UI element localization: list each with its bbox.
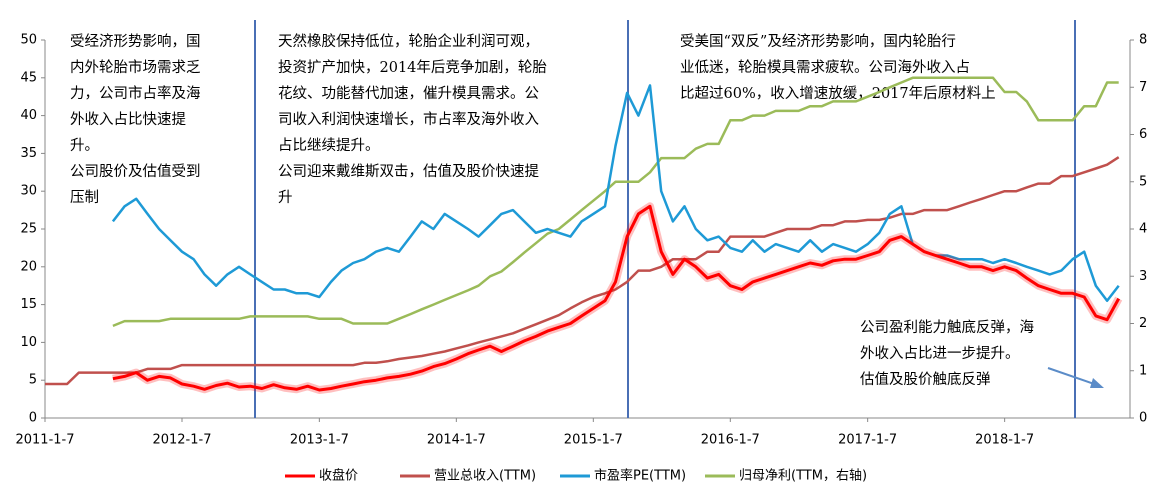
y-tick-label: 40 <box>20 108 37 123</box>
arrow <box>1047 367 1101 387</box>
x-tick-label: 2013-1-7 <box>290 433 349 448</box>
annotation: 受经济形势影响，国 <box>70 33 201 50</box>
y2-tick-label: 2 <box>1139 316 1147 331</box>
annotation: 比超过60%，收入增速放缓，2017年后原材料上 <box>680 85 996 102</box>
series-glow <box>112 202 1123 394</box>
y2-tick-label: 1 <box>1139 363 1147 378</box>
y-tick-label: 30 <box>20 184 37 199</box>
series-line <box>112 76 1119 328</box>
arrow-head <box>1090 378 1104 388</box>
annotation: 受美国“双反”及经济形势影响，国内轮胎行 <box>680 33 956 50</box>
legend-label: 营业总收入(TTM) <box>434 469 536 484</box>
legend-label: 市盈率PE(TTM) <box>594 468 686 484</box>
y2-tick-label: 5 <box>1139 174 1147 189</box>
annotation: 内外轮胎市场需求乏 <box>70 59 201 76</box>
annotation: 天然橡胶保持低位，轮胎企业利润可观， <box>278 32 539 50</box>
y2-tick-label: 3 <box>1139 269 1147 284</box>
y2-tick-label: 4 <box>1139 222 1147 237</box>
legend-label: 归母净利(TTM，右轴) <box>739 469 867 484</box>
annotation: 花纹、功能替代加速，催升模具需求。公 <box>278 85 539 102</box>
x-tick-label: 2016-1-7 <box>701 433 760 448</box>
annotation: 外收入占比快速提 <box>70 111 186 128</box>
y-tick-label: 35 <box>20 146 37 161</box>
legend-label: 收盘价 <box>319 468 358 484</box>
y-tick-label: 10 <box>20 335 37 350</box>
y-tick-label: 15 <box>20 297 37 312</box>
series-line <box>111 84 1120 303</box>
y2-tick-label: 6 <box>1139 127 1147 142</box>
annotation: 公司迎来戴维斯双击，估值及股价快速提 <box>278 163 539 180</box>
annotation: 力，公司市占率及海 <box>70 85 201 102</box>
y-tick-label: 50 <box>20 33 37 48</box>
annotation: 司收入利润快速增长，市占率及海外收入 <box>278 111 539 128</box>
y2-tick-label: 8 <box>1139 33 1147 48</box>
annotation: 外收入占比进一步提升。 <box>860 345 1020 362</box>
annotation: 公司股价及估值受到 <box>70 163 201 180</box>
y-tick-label: 45 <box>20 70 37 85</box>
x-tick-label: 2015-1-7 <box>564 433 623 448</box>
y-tick-label: 25 <box>20 222 37 237</box>
x-tick-label: 2012-1-7 <box>152 433 211 448</box>
annotation: 升 <box>278 189 293 206</box>
y-tick-label: 0 <box>29 411 37 426</box>
x-tick-label: 2017-1-7 <box>838 433 897 448</box>
annotation: 公司盈利能力触底反弹，海 <box>860 319 1034 336</box>
annotation: 估值及股价触底反弹 <box>860 371 991 388</box>
x-tick-label: 2018-1-7 <box>975 433 1034 448</box>
x-tick-label: 2011-1-7 <box>15 433 74 448</box>
y2-tick-label: 0 <box>1139 411 1147 426</box>
series-line <box>112 204 1121 392</box>
annotation: 投资扩产加快，2014年后竞争加剧，轮胎 <box>278 58 547 76</box>
annotation: 压制 <box>70 189 99 206</box>
y-tick-label: 5 <box>29 373 37 388</box>
annotation: 升。 <box>70 137 99 154</box>
annotation: 业低迷，轮胎模具需求疲软。公司海外收入占 <box>680 59 970 76</box>
x-tick-label: 2014-1-7 <box>427 433 486 448</box>
series-line <box>45 156 1120 386</box>
annotation: 占比继续提升。 <box>278 137 380 154</box>
plot <box>41 39 1134 422</box>
y2-tick-label: 7 <box>1139 80 1147 95</box>
y-tick-label: 20 <box>20 259 37 274</box>
